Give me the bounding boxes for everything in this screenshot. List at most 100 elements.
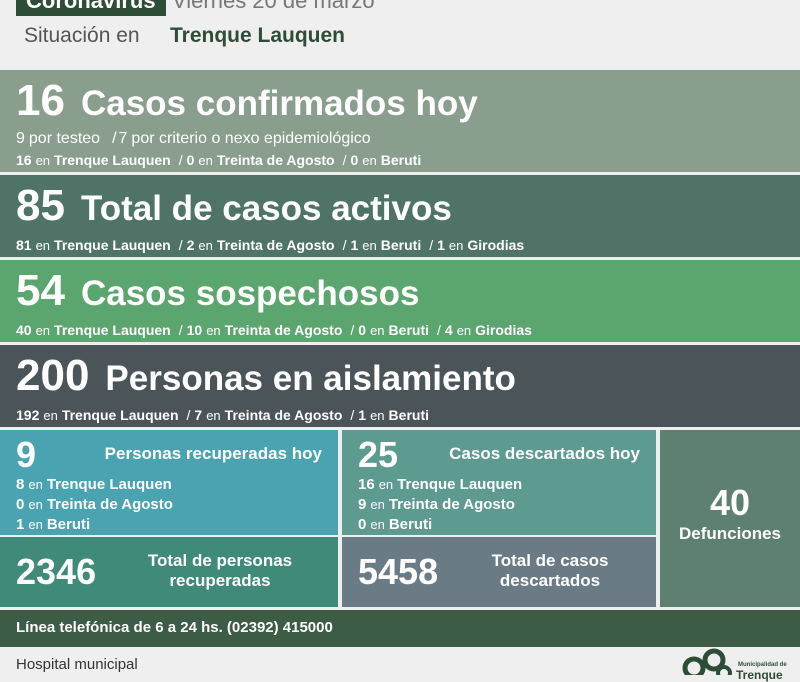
place-name: Beruti [388, 407, 429, 423]
phone: Línea telefónica de 6 a 24 hs. (02392) 4… [16, 619, 333, 636]
total-label: recuperadas [169, 571, 271, 590]
connector: en [28, 477, 43, 492]
place-name: Trenque Lauquen [54, 152, 171, 168]
stat-row: 16 Casos confirmados hoy 9 por testeo/7 por … [0, 70, 800, 172]
connector: en [35, 238, 51, 253]
row-head: 200 Personas en aislamiento [16, 351, 516, 401]
box-place: 9 en Treinta de Agosto [358, 496, 515, 513]
connector: en [456, 323, 472, 338]
connector: en [28, 497, 43, 512]
place-count: 1 [358, 407, 367, 423]
connector: en [448, 238, 464, 253]
connector: en [198, 238, 213, 253]
box-today: 9 Personas recuperadas hoy 8 en Trenque Lauq… [0, 430, 338, 535]
separator: / [350, 407, 355, 423]
separator: / [178, 152, 183, 168]
place-count: 81 [16, 237, 32, 253]
connector: en [362, 238, 377, 253]
place-name: Girodias [467, 237, 525, 253]
connector: en [362, 153, 377, 168]
row-places: 40 en Trenque Lauquen/10 en Treinta de Agost… [16, 322, 532, 338]
box-title: Personas recuperadas hoy [104, 444, 322, 463]
box-number: 25 [358, 434, 399, 475]
place-name: Treinta de Agosto [216, 152, 335, 168]
logo-icon [682, 648, 732, 675]
situation-place: Trenque Lauquen [170, 24, 346, 47]
place-name: Beruti [380, 152, 422, 168]
place-name: Treinta de Agosto [224, 407, 343, 423]
connector: en [378, 477, 394, 492]
place-name: Beruti [380, 237, 422, 253]
row-title: Casos sospechosos [80, 274, 420, 313]
connector: en [370, 517, 385, 532]
place-count: 0 [186, 152, 195, 168]
place-count: 10 [186, 322, 203, 338]
deaths-box: 40 Defunciones [660, 430, 800, 607]
connector: en [43, 408, 58, 423]
row-places: 16 en Trenque Lauquen/0 en Treinta de Agosto… [16, 152, 421, 168]
row-sub: 9 por testeo /7 por criterio o nexo epidemi… [16, 130, 375, 148]
place-count: 4 [444, 322, 453, 338]
place-count: 1 [437, 237, 445, 253]
badge: Coronavirus [16, 0, 166, 16]
deaths-number: 40 [709, 482, 751, 523]
box-today: 25 Casos descartados hoy 16 en Trenque Lauqu… [342, 430, 656, 535]
place-name: Trenque Lauquen [61, 407, 179, 423]
row-head: 85 Total de casos activos [16, 181, 452, 231]
total-label: descartados [499, 571, 601, 590]
place-name: Treinta de Agosto [224, 322, 343, 338]
connector: en [35, 153, 51, 168]
box-place: 0 en Treinta de Agosto [16, 496, 173, 513]
separator: / [429, 237, 434, 253]
connector: en [206, 408, 221, 423]
place-count: 0 [358, 322, 367, 338]
place-count: 0 [358, 516, 367, 533]
separator: / [178, 237, 183, 253]
place-count: 40 [16, 322, 32, 338]
place-count: 16 [358, 476, 375, 493]
place-name: Beruti [388, 322, 429, 338]
place-count: 2 [186, 237, 195, 253]
place-count: 7 [194, 407, 203, 423]
separator: / [112, 130, 117, 147]
place-name: Treinta de Agosto [388, 496, 515, 513]
place-name: Trenque Lauquen [46, 476, 172, 493]
separator: / [186, 407, 191, 423]
row-title: Total de casos activos [80, 189, 452, 228]
box-total: 5458 Total de casos descartados [342, 537, 656, 607]
footer: Hospital municipal [16, 656, 138, 673]
box-title: Casos descartados hoy [449, 444, 640, 463]
total-label: Total de casos [491, 551, 609, 570]
row-number: 54 [16, 266, 65, 315]
row-head: 16 Casos confirmados hoy [16, 76, 478, 126]
sub-text: por testeo [28, 130, 101, 147]
place-name: Girodias [475, 322, 532, 338]
row-number: 16 [16, 76, 65, 125]
row-title: Casos confirmados hoy [80, 84, 478, 123]
phone-bar: Línea telefónica de 6 a 24 hs. (02392) 4… [0, 610, 800, 647]
row-number: 85 [16, 181, 65, 230]
deaths-label: Defunciones [678, 524, 782, 543]
place-count: 8 [16, 476, 25, 493]
connector: en [370, 408, 385, 423]
box-place: 1 en Beruti [16, 516, 90, 533]
place-count: 0 [350, 152, 359, 168]
stat-row: 54 Casos sospechosos 40 en Trenque Lauquen/1… [0, 260, 800, 342]
place-count: 192 [16, 407, 40, 423]
row-number: 200 [16, 351, 90, 400]
total-number: 5458 [358, 551, 439, 592]
total-label: Total de personas [147, 551, 293, 570]
box-number: 9 [16, 434, 37, 475]
separator: / [342, 237, 347, 253]
place-name: Trenque Lauquen [54, 237, 171, 253]
date: Viernes 20 de marzo [172, 0, 375, 13]
sub-text: por criterio o nexo epidemiológico [131, 130, 371, 147]
row-title: Personas en aislamiento [105, 359, 516, 398]
separator: / [178, 322, 183, 338]
box-place: 16 en Trenque Lauquen [358, 476, 522, 493]
box-place: 8 en Trenque Lauquen [16, 476, 172, 493]
place-name: Trenque Lauquen [397, 476, 523, 493]
place-count: 0 [16, 496, 25, 513]
connector: en [370, 497, 385, 512]
